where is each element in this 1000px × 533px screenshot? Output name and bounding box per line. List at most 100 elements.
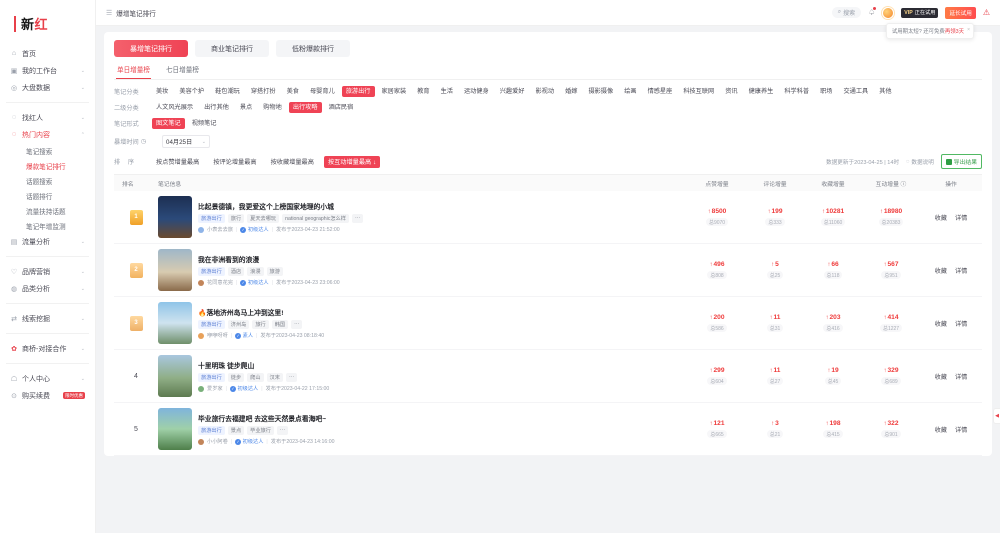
filter-option-category[interactable]: 其他 (879, 88, 892, 95)
author-avatar[interactable] (198, 332, 204, 339)
note-title[interactable]: 比起景德镇，我更爱这个上榜国家地理的小城 (198, 204, 334, 211)
sort-option[interactable]: 按收藏增量最高 (270, 159, 314, 166)
table-row[interactable]: 3 🔥落地济州岛马上冲到这里! 旅游出行 济州岛 旅行 韩国 ··· 咿咿呀呀 | ✓ 素人 | 发布于… (114, 297, 982, 350)
filter-option-category[interactable]: 美容个护 (179, 88, 205, 95)
filter-option-category[interactable]: 生活 (440, 88, 453, 95)
author-avatar[interactable] (198, 279, 204, 286)
sort-option[interactable]: 按评论增量最高 (213, 159, 257, 166)
filter-option-format[interactable]: 图文笔记 (152, 118, 185, 129)
note-title[interactable]: 毕业旅行去福建吧 去这些天然景点看海吧~ (198, 416, 327, 423)
note-tag[interactable]: 景点 (227, 426, 245, 435)
note-tag[interactable]: ··· (285, 373, 298, 382)
menu-icon[interactable]: ☰ (106, 9, 113, 17)
sidebar-item-workspace[interactable]: ▣ 我的工作台 ⌄ (6, 62, 89, 79)
sidebar-item-traffic-analysis[interactable]: ▤ 流量分析 ⌄ (6, 233, 89, 250)
note-thumbnail[interactable] (158, 302, 192, 344)
table-row[interactable]: 1 比起景德镇，我更爱这个上榜国家地理的小城 旅游出行 旅行 夏天去哪玩 national… (114, 191, 982, 244)
note-tag[interactable]: 夏天去哪玩 (247, 214, 280, 223)
author-name[interactable]: 爱岁家 (207, 386, 223, 392)
note-tag[interactable]: national geographic怎么样 (282, 214, 349, 223)
export-button[interactable]: 导出结果 (940, 154, 982, 169)
filter-option-subcategory[interactable]: 出行其他 (204, 104, 229, 111)
data-explanation-link[interactable]: ◌ 数据说明 (906, 158, 934, 166)
sidebar-item-category-analysis[interactable]: ◍ 品类分析 ⌄ (6, 280, 89, 297)
sidebar-item-brand-marketing[interactable]: ♡ 品牌营销 ⌄ (6, 263, 89, 280)
filter-option-category[interactable]: 婚嫁 (565, 88, 578, 95)
note-tag[interactable]: 汉末 (266, 373, 283, 382)
info-icon[interactable]: ⓘ (900, 181, 907, 188)
filter-option-category[interactable]: 职场 (820, 88, 833, 95)
sidebar-item-hot-content[interactable]: ◌ 热门内容 ⌃ (6, 126, 89, 143)
note-thumbnail[interactable] (158, 196, 192, 238)
sidebar-item-note-monitor[interactable]: 笔记年增监测 (6, 218, 89, 233)
filter-option-category[interactable]: 摄影摄像 (588, 88, 614, 95)
author-name[interactable]: 咿咿呀呀 (207, 333, 228, 339)
sidebar-item-purchase-renew[interactable]: ⊙ 购买续费 限时优惠 (6, 387, 89, 404)
close-icon[interactable]: × (967, 26, 970, 33)
note-tag[interactable]: ··· (276, 426, 289, 435)
sidebar-item-home[interactable]: ⌂ 首页 (6, 45, 89, 62)
filter-option-category[interactable]: 教育 (417, 88, 430, 95)
tab-surge-note-ranking[interactable]: 暴增笔记排行 (114, 40, 188, 57)
filter-option-category[interactable]: 资讯 (725, 88, 738, 95)
note-title[interactable]: 我在非洲看到的浪漫 (198, 257, 260, 264)
note-tag[interactable]: 韩国 (271, 320, 289, 329)
collect-button[interactable]: 收藏 (934, 426, 947, 434)
note-tag[interactable]: 济州岛 (227, 320, 250, 329)
avatar[interactable] (882, 6, 895, 19)
filter-option-subcategory[interactable]: 人文风光展示 (156, 104, 194, 111)
note-tag[interactable]: 毕业旅行 (247, 426, 274, 435)
detail-button[interactable]: 详情 (955, 214, 968, 222)
filter-option-category[interactable]: 母婴育儿 (310, 88, 335, 95)
note-tag[interactable]: 酒店 (227, 267, 245, 276)
note-tag[interactable]: 徒步 (227, 373, 245, 382)
note-tag[interactable]: 旅游出行 (198, 320, 225, 329)
note-title[interactable]: 🔥落地济州岛马上冲到这里! (198, 310, 284, 317)
collapse-left-icon[interactable]: ◀ (993, 408, 1000, 424)
detail-button[interactable]: 详情 (955, 320, 968, 328)
filter-option-subcategory[interactable]: 景点 (239, 104, 253, 111)
filter-option-category[interactable]: 绘画 (624, 88, 637, 95)
tab-low-fan-hit-ranking[interactable]: 低粉爆款排行 (276, 40, 350, 57)
filter-option-category[interactable]: 鞋包潮玩 (215, 88, 240, 95)
sidebar-item-dashboard[interactable]: ◎ 大盘数据 ⌄ (6, 79, 89, 96)
note-tag[interactable]: ··· (351, 214, 364, 223)
brand-logo[interactable]: 新红 (0, 8, 95, 43)
note-tag[interactable]: 爬山 (247, 373, 264, 382)
sidebar-item-clue-mining[interactable]: ⇄ 线索挖掘 ⌄ (6, 310, 89, 327)
bell-icon[interactable]: ♤ (868, 7, 877, 17)
date-select[interactable]: 04月25日 ⌄ (162, 135, 210, 148)
note-tag[interactable]: ··· (291, 320, 303, 329)
note-title[interactable]: 十里明珠 徒步爬山 (198, 363, 255, 370)
filter-option-category[interactable]: 家居家装 (381, 88, 407, 95)
note-thumbnail[interactable] (158, 408, 192, 450)
note-tag[interactable]: 旅行 (227, 214, 245, 223)
note-thumbnail[interactable] (158, 249, 192, 291)
note-tag[interactable]: 旅游出行 (198, 214, 225, 223)
author-avatar[interactable] (198, 385, 204, 392)
note-tag[interactable]: 旅游出行 (198, 373, 225, 382)
filter-option-category[interactable]: 交通工具 (843, 88, 869, 95)
author-avatar[interactable] (198, 226, 204, 233)
sidebar-item-topic-ranking[interactable]: 话题排行 (6, 188, 89, 203)
filter-option-subcategory[interactable]: 酒店民宿 (328, 104, 354, 111)
detail-button[interactable]: 详情 (955, 426, 968, 434)
search-input[interactable]: ⌕ 搜索 (831, 7, 862, 18)
tooltip-highlight[interactable]: 再领3天 (944, 29, 964, 35)
filter-option-category[interactable]: 穿搭打扮 (250, 88, 276, 95)
extend-trial-button[interactable]: 延长试用 (945, 6, 976, 19)
collect-button[interactable]: 收藏 (934, 320, 947, 328)
note-tag[interactable]: 旅游出行 (198, 426, 225, 435)
collect-button[interactable]: 收藏 (934, 214, 947, 222)
filter-option-category[interactable]: 旅游出行 (341, 86, 375, 97)
collect-button[interactable]: 收藏 (934, 267, 947, 275)
sort-option[interactable]: 按互动增量最高 ↓ (323, 155, 381, 168)
subtab-daily[interactable]: 单日增量榜 (116, 64, 151, 79)
author-avatar[interactable] (198, 438, 204, 445)
detail-button[interactable]: 详情 (955, 373, 968, 381)
author-name[interactable]: 小小阿卷 (207, 439, 228, 445)
filter-option-category[interactable]: 科学科普 (784, 88, 810, 95)
sidebar-item-business-bridge[interactable]: ✿ 商桥-对接合作 ⌄ (6, 340, 89, 357)
tab-commercial-note-ranking[interactable]: 商业笔记排行 (195, 40, 269, 57)
filter-option-category[interactable]: 美食 (286, 88, 299, 95)
